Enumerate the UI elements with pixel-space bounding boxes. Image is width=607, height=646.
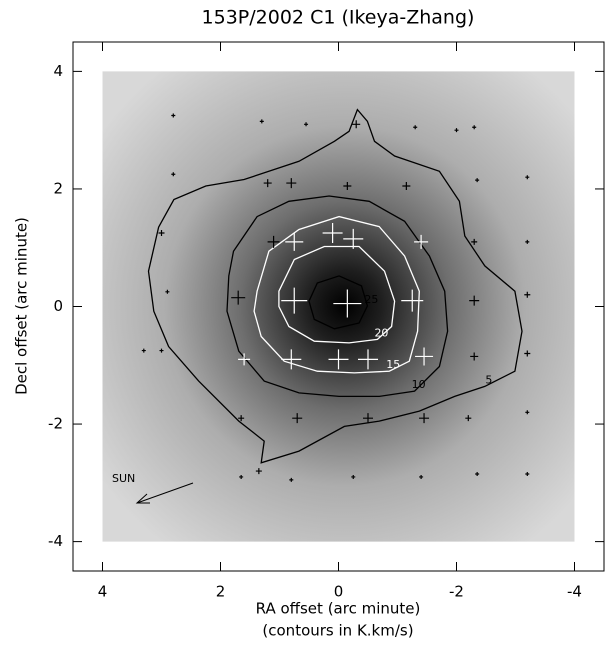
signal-marker: [419, 474, 424, 479]
signal-marker: [159, 348, 164, 353]
intensity-image: [102, 71, 575, 542]
signal-marker: [158, 230, 165, 237]
signal-marker: [343, 182, 352, 191]
signal-marker: [472, 125, 477, 130]
contour-label: 15: [386, 358, 400, 371]
signal-marker: [267, 235, 280, 248]
signal-marker: [413, 125, 418, 130]
signal-marker: [333, 289, 362, 318]
contour-line: [308, 275, 369, 330]
signal-marker: [231, 290, 246, 305]
x-axis-label: RA offset (arc minute): [256, 600, 421, 618]
y-tick-label: 4: [53, 62, 63, 80]
signal-marker: [363, 413, 373, 424]
signal-marker: [165, 289, 170, 294]
signal-marker: [343, 228, 364, 249]
y-tick-label: -2: [48, 415, 63, 433]
signal-marker: [525, 239, 530, 244]
signal-marker: [471, 238, 478, 245]
signal-marker: [351, 474, 356, 479]
y-tick-label: -4: [48, 532, 63, 550]
signal-marker: [454, 128, 459, 133]
x-tick-label: -4: [567, 583, 582, 601]
signal-marker: [352, 120, 361, 129]
sun-label: SUN: [112, 472, 135, 485]
signal-marker: [285, 232, 304, 251]
signal-marker: [171, 172, 176, 177]
contour-label: 25: [364, 293, 378, 306]
signal-marker: [141, 348, 146, 353]
signal-marker: [238, 415, 245, 422]
signal-marker: [289, 477, 294, 482]
contour-label: 10: [412, 378, 426, 391]
signal-marker: [465, 415, 472, 422]
signal-marker: [281, 349, 302, 370]
signal-marker: [402, 182, 411, 191]
signal-marker: [171, 113, 176, 118]
contour-line: [226, 195, 449, 398]
signal-marker: [414, 234, 429, 249]
contour-line: [253, 215, 420, 374]
signal-marker: [286, 178, 297, 189]
signal-marker: [525, 410, 530, 415]
signal-marker: [401, 289, 424, 312]
chart-title: 153P/2002 C1 (Ikeya-Zhang): [202, 7, 475, 29]
x-tick-label: 0: [334, 583, 344, 601]
signal-marker: [304, 122, 309, 127]
signal-marker: [475, 472, 480, 477]
contour-line: [278, 245, 396, 344]
signal-marker: [470, 352, 479, 361]
y-tick-label: 0: [53, 297, 63, 315]
signal-marker: [292, 413, 303, 424]
y-tick-label: 2: [53, 179, 63, 197]
x-tick-label: -2: [449, 583, 464, 601]
signal-marker: [259, 119, 264, 124]
signal-marker: [255, 468, 262, 475]
signal-marker: [358, 349, 378, 370]
signal-marker: [525, 175, 530, 180]
contour-line: [147, 108, 523, 464]
signal-marker: [263, 179, 272, 188]
signal-marker: [475, 178, 480, 183]
signal-marker: [281, 287, 308, 314]
signal-marker: [239, 474, 244, 479]
signal-marker: [524, 291, 531, 298]
signal-marker: [525, 472, 530, 477]
y-axis-label: Decl offset (arc minute): [13, 217, 31, 395]
signal-marker: [328, 349, 349, 370]
signal-marker: [419, 413, 430, 424]
signal-marker: [322, 223, 343, 244]
x-axis-note: (contours in K.km/s): [262, 622, 413, 640]
signal-marker: [238, 353, 251, 366]
contour-label: 20: [374, 326, 388, 339]
signal-marker: [524, 350, 531, 357]
sun-arrow: [135, 482, 194, 504]
signal-marker: [469, 295, 480, 306]
x-tick-label: 4: [98, 583, 108, 601]
signal-marker: [415, 347, 434, 366]
x-tick-label: 2: [216, 583, 226, 601]
contour-label: 5: [485, 373, 492, 386]
